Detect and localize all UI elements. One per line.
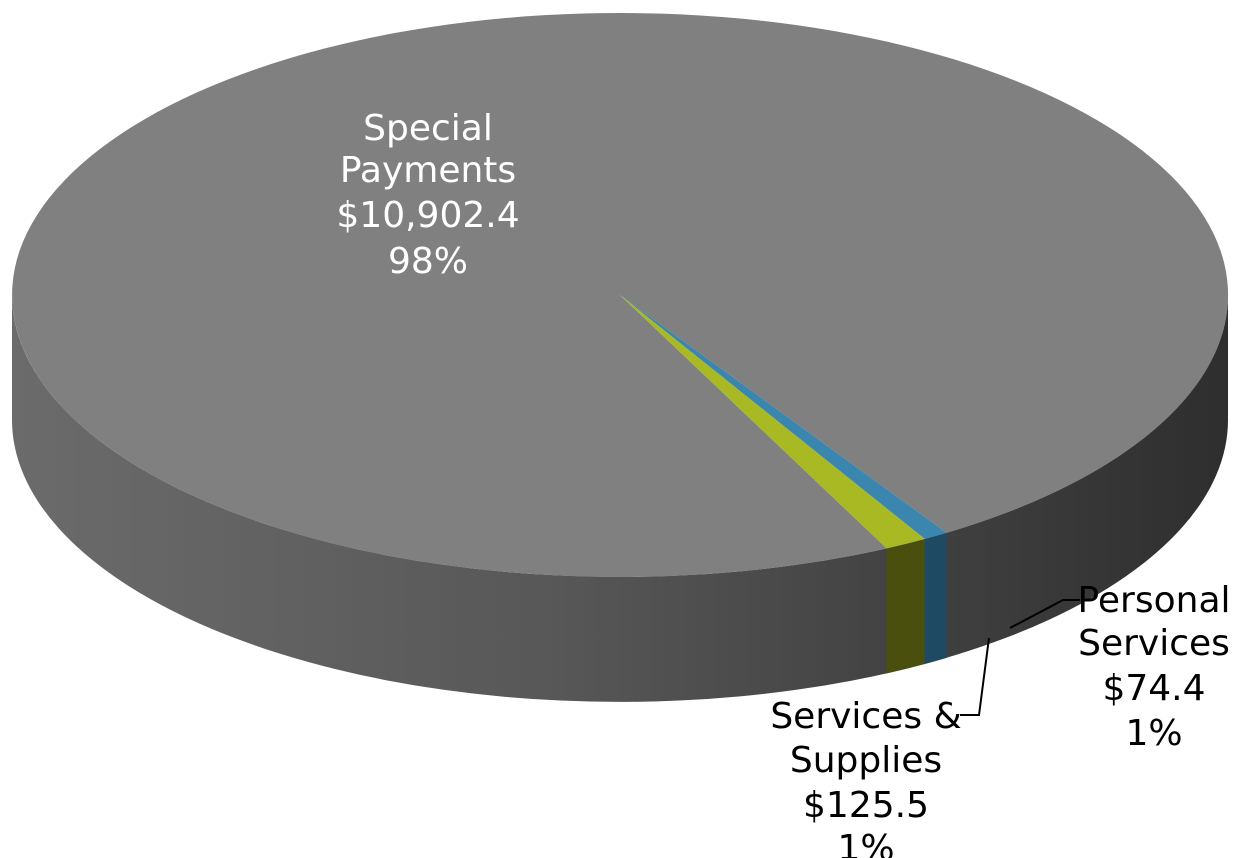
leader-line-personal-services <box>1009 599 1080 629</box>
slice-special-payments <box>12 12 1229 577</box>
label-text: Supplies <box>790 740 942 781</box>
label-text: 98% <box>388 241 468 282</box>
slice-side-personal-services <box>924 532 947 664</box>
label-text: 1% <box>1125 713 1182 754</box>
leader-line-services-supplies <box>960 637 990 716</box>
slice-side-services-supplies <box>886 539 925 674</box>
label-text: $74.4 <box>1102 668 1205 709</box>
label-text: $10,902.4 <box>336 195 519 236</box>
label-text: Personal <box>1077 580 1230 621</box>
label-text: Services & <box>770 696 961 737</box>
label-text: Special <box>363 108 493 149</box>
slice-personal-services <box>620 295 947 539</box>
label-text: Services <box>1078 623 1230 664</box>
label-services-supplies: Services & Supplies $125.5 1% <box>770 696 961 858</box>
label-text: Payments <box>340 150 516 191</box>
label-text: $125.5 <box>803 785 929 826</box>
label-personal-services: Personal Services $74.4 1% <box>1077 580 1230 754</box>
label-special-payments: Special Payments $10,902.4 98% <box>336 108 519 282</box>
label-text: 1% <box>837 828 894 858</box>
slice-services-supplies <box>620 295 925 549</box>
